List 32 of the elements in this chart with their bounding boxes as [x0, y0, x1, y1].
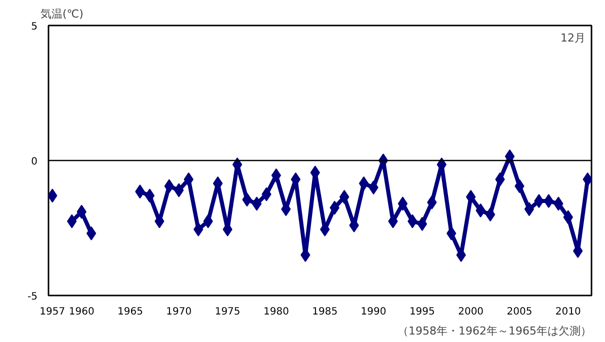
y-axis-title: 気温(℃) [40, 8, 84, 20]
x-tick-label: 1965 [118, 306, 143, 318]
x-tick-label: 2010 [555, 306, 581, 318]
point [534, 194, 544, 208]
point [524, 202, 534, 216]
point [252, 196, 262, 211]
x-tick-label: 1970 [166, 306, 192, 318]
x-tick-label: 1957 [40, 306, 66, 318]
x-tick-label: 1980 [263, 306, 289, 318]
annotation: 12月 [560, 32, 586, 44]
point [358, 176, 369, 190]
text: （1958年・1962年～1965年は欠測） [398, 324, 592, 338]
point [504, 149, 515, 164]
point [544, 194, 554, 208]
point [417, 216, 428, 231]
x-tick-label: 1985 [312, 306, 338, 318]
point [144, 188, 155, 203]
x-tick-label: 1960 [68, 306, 94, 318]
point [485, 208, 496, 222]
point [271, 168, 282, 182]
x-tick-label: 2000 [458, 306, 484, 318]
x-tick-label: 1975 [214, 306, 240, 318]
y-tick-label: 5 [31, 22, 38, 32]
point [368, 180, 378, 194]
point [86, 226, 96, 240]
y-tick-label: -5 [28, 292, 38, 302]
point [398, 196, 408, 211]
x-tick-label: 2005 [506, 306, 532, 318]
point [339, 190, 350, 204]
y-tick-label: 0 [31, 156, 38, 168]
x-tick-label: 1995 [409, 306, 435, 318]
x-tick-label: 1990 [360, 306, 386, 318]
